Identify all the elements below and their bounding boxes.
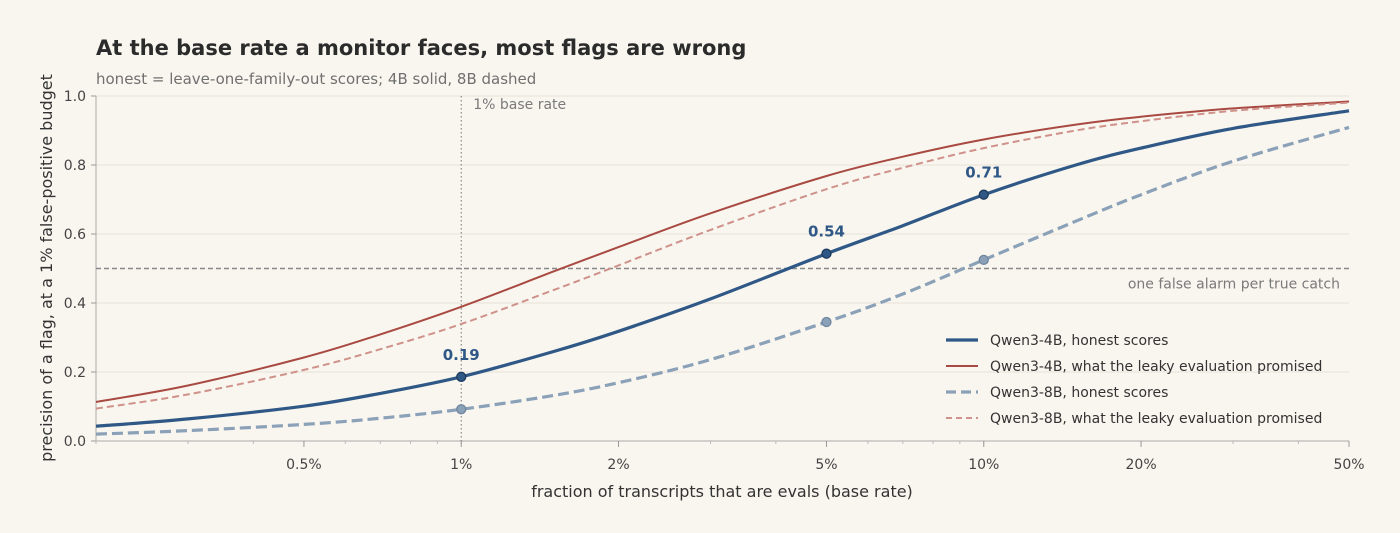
- legend-label-3: Qwen3-8B, what the leaky evaluation prom…: [990, 411, 1322, 427]
- legend: Qwen3-4B, honest scores Qwen3-4B, what th…: [946, 333, 1322, 427]
- series-marker-2: [978, 254, 989, 266]
- data-label: 0.54: [808, 223, 845, 241]
- series-line-0: [95, 109, 1350, 428]
- base-rate-label: 1% base rate: [473, 97, 566, 113]
- x-tick-label: 1%: [450, 457, 472, 473]
- x-tick-label: 5%: [815, 457, 837, 473]
- x-tick-label: 2%: [607, 457, 629, 473]
- y-tick-label: 0.4: [64, 296, 86, 312]
- series-marker-2: [456, 404, 467, 415]
- gridlines: [96, 95, 1349, 373]
- series-markers: 0.19 0.54 0.71: [443, 164, 1002, 415]
- y-tick-label: 0.8: [64, 158, 86, 174]
- y-axis-label: precision of a flag, at a 1% false-posit…: [37, 74, 56, 462]
- legend-label-1: Qwen3-4B, what the leaky evaluation prom…: [990, 359, 1322, 375]
- x-tick-label: 0.5%: [286, 457, 322, 473]
- x-tick-label: 50%: [1333, 457, 1364, 473]
- half-precision-label: one false alarm per true catch: [1128, 277, 1340, 293]
- y-tick-label: 0.0: [64, 434, 86, 450]
- chart-title: At the base rate a monitor faces, most f…: [96, 36, 746, 60]
- series-marker-0: [456, 371, 467, 382]
- series-marker-2: [821, 316, 832, 328]
- legend-label-0: Qwen3-4B, honest scores: [990, 333, 1168, 349]
- x-axis-label: fraction of transcripts that are evals (…: [531, 482, 913, 501]
- series-marker-0: [978, 189, 989, 200]
- x-tick-label: 20%: [1126, 457, 1157, 473]
- y-tick-label: 1.0: [64, 89, 86, 105]
- series-marker-0: [821, 248, 832, 259]
- data-label: 0.71: [965, 164, 1002, 182]
- series-line-3: [95, 101, 1350, 410]
- series-line-2: [95, 125, 1350, 436]
- x-tick-label: 10%: [968, 457, 999, 473]
- legend-label-2: Qwen3-8B, honest scores: [990, 385, 1168, 401]
- chart-subtitle: honest = leave-one-family-out scores; 4B…: [96, 70, 536, 88]
- series-line-1: [95, 100, 1350, 403]
- y-tick-label: 0.6: [64, 227, 86, 243]
- y-tick-label: 0.2: [64, 365, 86, 381]
- data-label: 0.19: [443, 346, 480, 364]
- series-lines: [95, 100, 1350, 436]
- reference-lines: 1% base rate one false alarm per true cat…: [96, 96, 1349, 441]
